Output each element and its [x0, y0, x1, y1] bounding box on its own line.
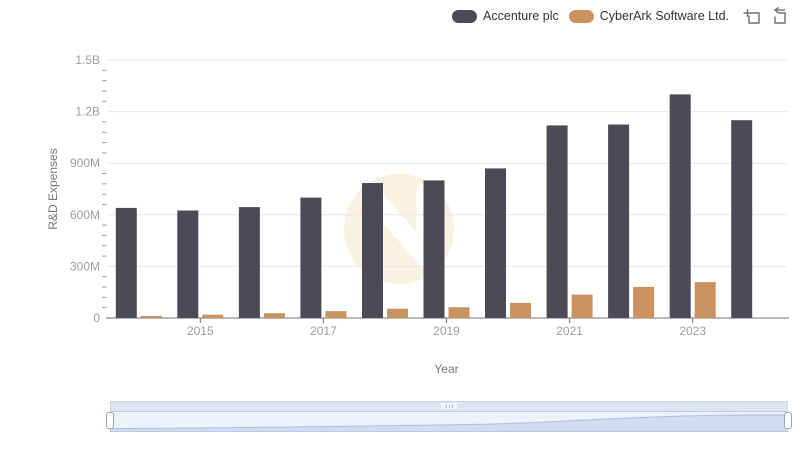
legend-marker-accenture [452, 9, 478, 23]
toolbox [743, 6, 788, 26]
nav-left-handle[interactable] [106, 412, 114, 429]
x-axis-title: Year [434, 362, 458, 376]
legend: Accenture plc CyberArk Software Ltd. [452, 6, 788, 26]
box-zoom-icon[interactable] [743, 7, 762, 26]
bar-cyberark-2021[interactable] [571, 294, 593, 318]
legend-item-cyberark[interactable]: CyberArk Software Ltd. [568, 9, 729, 23]
bar-accenture-2023[interactable] [669, 94, 691, 319]
nav-scrollbar[interactable] [110, 401, 788, 411]
bar-chart: 0 300M 600M 900M 1.2B 1.5B R&D Expenses 2015 201… [46, 53, 789, 376]
legend-label-accenture: Accenture plc [483, 9, 559, 23]
y-tick-label-600M: 600M [70, 208, 100, 222]
nav-grip-handle[interactable] [441, 403, 457, 409]
x-tick-label-2021: 2021 [556, 324, 583, 338]
bar-accenture-2020[interactable] [485, 168, 506, 318]
bar-accenture-2024[interactable] [731, 120, 753, 318]
bar-cyberark-2023[interactable] [694, 282, 716, 318]
bar-cyberark-2017[interactable] [325, 311, 347, 318]
legend-label-cyberark: CyberArk Software Ltd. [599, 9, 729, 23]
bar-cyberark-2016[interactable] [263, 313, 285, 318]
bar-accenture-2021[interactable] [546, 125, 568, 319]
bar-accenture-2014[interactable] [115, 207, 137, 318]
bar-accenture-2022[interactable] [608, 124, 630, 319]
bar-accenture-2018[interactable] [362, 183, 383, 318]
bar-accenture-2016[interactable] [238, 207, 260, 318]
legend-marker-cyberark [568, 9, 594, 23]
nav-window[interactable] [110, 411, 788, 432]
x-tick-label-2019: 2019 [433, 324, 460, 338]
bar-accenture-2017[interactable] [300, 197, 322, 318]
zoom-restore-icon[interactable] [769, 6, 788, 26]
legend-item-accenture[interactable]: Accenture plc [452, 9, 559, 23]
x-tick-label-2017: 2017 [310, 324, 337, 338]
bar-cyberark-2018[interactable] [387, 308, 408, 318]
bar-cyberark-2015[interactable] [202, 314, 224, 318]
nav-silhouette [111, 414, 787, 431]
nav-area-fill [111, 415, 787, 431]
data-zoom-slider[interactable] [106, 401, 792, 432]
bar-accenture-2015[interactable] [177, 210, 199, 319]
x-tick-label-2023: 2023 [679, 324, 706, 338]
bar-accenture-2019[interactable] [423, 180, 445, 318]
y-tick-label-300M: 300M [70, 259, 100, 273]
bar-cyberark-2022[interactable] [633, 286, 655, 318]
y-tick-label-0: 0 [93, 311, 100, 325]
nav-right-handle[interactable] [784, 412, 792, 429]
nav-area-line [111, 414, 787, 430]
bar-cyberark-2019[interactable] [448, 307, 470, 318]
bar-cyberark-2014[interactable] [140, 315, 162, 318]
x-tick-label-2015: 2015 [187, 324, 214, 338]
y-tick-label-1.5B: 1.5B [75, 53, 100, 67]
bar-cyberark-2020[interactable] [510, 302, 531, 318]
y-axis-title: R&D Expenses [46, 148, 60, 229]
y-tick-label-900M: 900M [70, 156, 100, 170]
y-tick-label-1.2B: 1.2B [75, 105, 100, 119]
